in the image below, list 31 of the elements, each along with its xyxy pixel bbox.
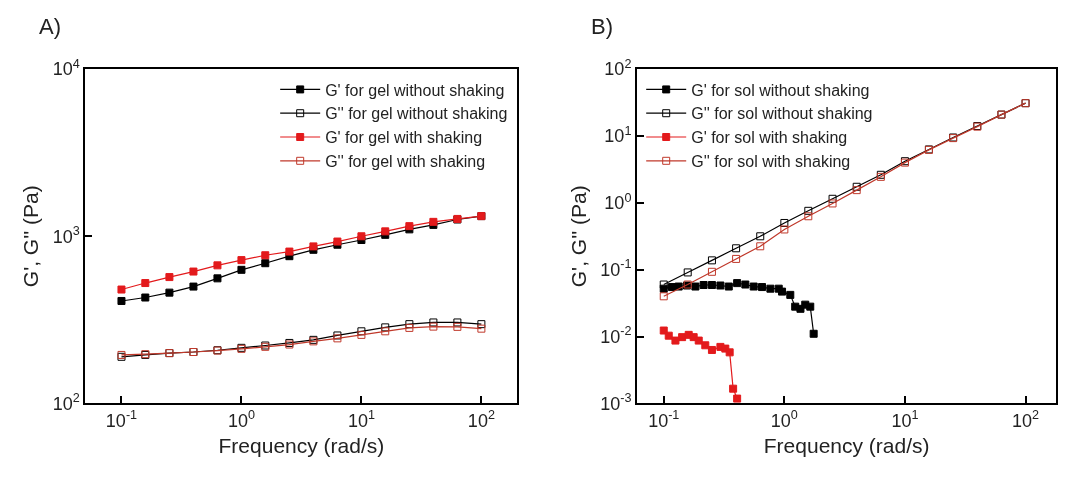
- chart-title: A): [39, 14, 61, 39]
- x-tick-label: 10$^{2}$: [1012, 408, 1040, 431]
- y-tick-label: 10$^{-2}$: [600, 324, 632, 347]
- legend-label: G'' for sol without shaking: [691, 105, 873, 123]
- y-tick-label: 10$^{0}$: [604, 190, 632, 214]
- chart-title: B): [591, 14, 613, 39]
- legend-label: G'' for gel without shaking: [325, 105, 508, 123]
- y-tick-label: 10$^{4}$: [52, 56, 80, 80]
- y-axis-title: G', G'' (Pa): [19, 185, 43, 288]
- legend-label: G' for gel with shaking: [325, 129, 483, 147]
- legend-label: G' for gel without shaking: [325, 81, 505, 99]
- y-tick-label: 10$^{2}$: [52, 391, 80, 414]
- x-tick-label: 10$^{1}$: [347, 408, 375, 431]
- x-tick-label: 10$^{1}$: [891, 408, 919, 431]
- x-tick-label: 10$^{0}$: [770, 408, 798, 431]
- y-tick-label: 10$^{3}$: [52, 224, 80, 247]
- legend-label: G'' for sol with shaking: [691, 153, 851, 171]
- y-tick-label: 10$^{1}$: [604, 123, 632, 147]
- x-tick-label: 10$^{-1}$: [105, 408, 138, 431]
- x-tick-label: 10$^{0}$: [227, 408, 255, 431]
- y-axis-title: G', G'' (Pa): [566, 185, 590, 288]
- x-axis-title: Frequency (rad/s): [218, 433, 385, 457]
- y-tick-label: 10$^{2}$: [604, 56, 632, 80]
- y-tick-label: 10$^{-1}$: [600, 257, 632, 280]
- x-tick-label: 10$^{2}$: [467, 408, 495, 431]
- legend-label: G'' for gel with shaking: [325, 153, 486, 171]
- legend-label: G' for sol with shaking: [691, 129, 848, 147]
- x-axis-title: Frequency (rad/s): [763, 433, 930, 457]
- legend-label: G' for sol without shaking: [691, 81, 870, 99]
- y-tick-label: 10$^{-3}$: [600, 391, 632, 414]
- x-tick-label: 10$^{-1}$: [648, 408, 680, 431]
